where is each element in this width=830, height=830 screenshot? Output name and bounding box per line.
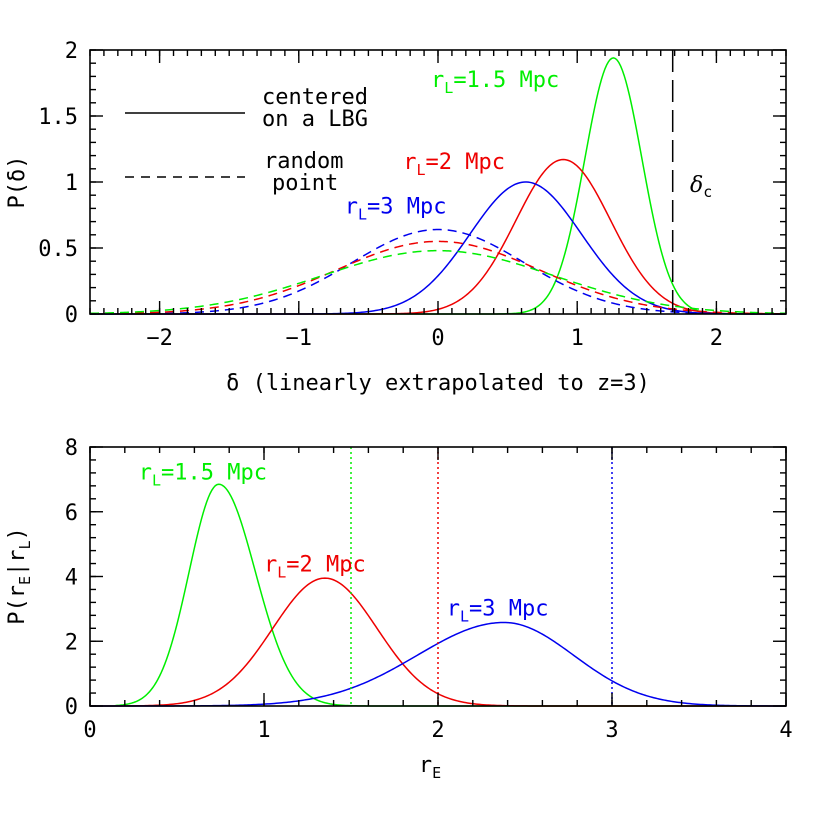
- top-annotation-2: rL=3 Mpc: [345, 195, 447, 224]
- bottom-y-tick-label: 8: [65, 436, 78, 461]
- bottom-annotation-1: rL=2 Mpc: [264, 553, 366, 582]
- bottom-annotation-1-sub: L: [277, 564, 286, 582]
- bottom-annotation-2-main: r: [447, 596, 460, 621]
- bottom-annotation-1-main: r: [264, 553, 277, 578]
- top-annotation-0-rest: =1.5 Mpc: [453, 68, 559, 93]
- top-series-1: [90, 158, 786, 315]
- legend-solid-line1: centered: [262, 85, 368, 110]
- top-x-tick-label: 1: [571, 326, 584, 351]
- delta-c-label: δc: [690, 173, 712, 201]
- bottom-x-tick-label: 3: [605, 718, 618, 743]
- delta-c-symbol: δ: [690, 173, 703, 198]
- top-annotation-1-main: r: [403, 150, 416, 175]
- top-y-tick-label: 2: [65, 39, 78, 64]
- bottom-y-part-2: E: [16, 576, 34, 585]
- legend-dashed-line2: point: [272, 171, 338, 196]
- bottom-x-tick-label: 0: [83, 718, 96, 743]
- bottom-annotation-0-main: r: [139, 460, 152, 485]
- top-x-tick-label: −1: [286, 326, 313, 351]
- bottom-x-axis-sub: E: [432, 764, 441, 782]
- top-annotation-0-main: r: [431, 68, 444, 93]
- bottom-y-axis-title: P(rE|rL): [5, 527, 34, 625]
- bottom-y-tick-label: 4: [65, 566, 78, 591]
- bottom-y-tick-label: 2: [65, 630, 78, 655]
- bottom-y-part-4: L: [16, 540, 34, 549]
- top-annotation-2-rest: =3 Mpc: [367, 195, 446, 220]
- bottom-annotation-0: rL=1.5 Mpc: [139, 460, 267, 489]
- bottom-x-axis-main: r: [419, 753, 432, 778]
- bottom-x-tick-label: 1: [257, 718, 270, 743]
- top-annotation-2-sub: L: [358, 206, 367, 224]
- top-x-tick-label: −2: [146, 326, 173, 351]
- bottom-y-part-3: |r: [5, 550, 30, 577]
- top-annotation-0: rL=1.5 Mpc: [431, 68, 559, 97]
- bottom-y-tick-label: 0: [65, 695, 78, 720]
- bottom-annotation-2-rest: =3 Mpc: [469, 596, 548, 621]
- bottom-annotation-0-sub: L: [152, 471, 161, 489]
- delta-c-subscript: c: [703, 183, 712, 201]
- legend-solid-line2: on a LBG: [262, 107, 368, 132]
- top-series-3: [89, 228, 787, 315]
- top-y-axis-title: P(δ): [5, 156, 30, 209]
- bottom-annotation-2-sub: L: [460, 607, 469, 625]
- bottom-y-part-1: P(r: [5, 585, 30, 625]
- bottom-ticks: 0 1 2 3 4 0 2 4 6 8: [65, 436, 793, 743]
- bottom-annotation-0-rest: =1.5 Mpc: [161, 460, 267, 485]
- top-y-tick-label: 1: [65, 171, 78, 196]
- top-series-4: [89, 240, 787, 315]
- top-x-tick-label: 2: [710, 326, 723, 351]
- top-x-tick-label: 0: [431, 326, 444, 351]
- top-annotation-2-main: r: [345, 195, 358, 220]
- top-curves: [89, 57, 787, 315]
- bottom-annotation-2: rL=3 Mpc: [447, 596, 549, 625]
- top-x-axis-title: δ (linearly extrapolated to z=3): [226, 371, 650, 396]
- top-legend: centered on a LBG random point: [125, 85, 368, 196]
- top-y-tick-label: 0.5: [38, 237, 78, 262]
- bottom-x-axis-title: rE: [419, 753, 441, 782]
- bottom-vlines: [350, 447, 613, 706]
- top-annotation-1: rL=2 Mpc: [403, 150, 505, 179]
- top-annotation-1-sub: L: [416, 161, 425, 179]
- bottom-x-tick-label: 4: [779, 718, 792, 743]
- bottom-annotation-1-rest: =2 Mpc: [286, 553, 365, 578]
- top-y-tick-label: 0: [65, 303, 78, 328]
- top-annotation-1-rest: =2 Mpc: [425, 150, 504, 175]
- bottom-x-tick-label: 2: [431, 718, 444, 743]
- bottom-y-tick-label: 6: [65, 501, 78, 526]
- top-annotation-0-sub: L: [444, 79, 453, 97]
- top-ticks: −2 −1 0 1 2 0 0.5 1 1.5 2: [38, 39, 787, 351]
- legend-dashed-line1: random: [264, 149, 343, 174]
- top-y-tick-label: 1.5: [38, 105, 78, 130]
- bottom-y-part-5: ): [5, 527, 30, 540]
